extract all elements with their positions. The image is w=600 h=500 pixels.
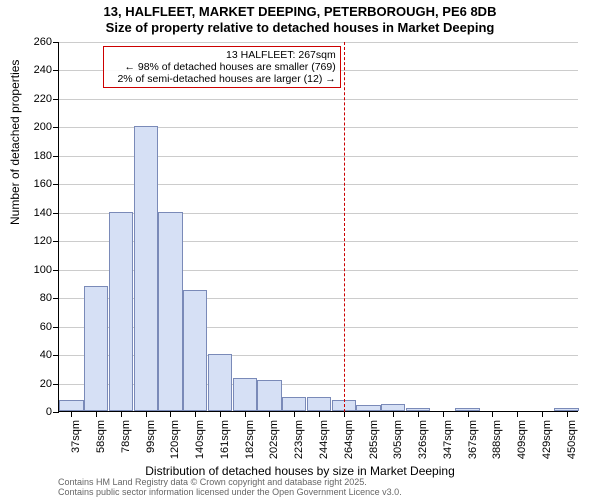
annotation-box: 13 HALFLEET: 267sqm← 98% of detached hou… xyxy=(103,46,341,88)
x-tick xyxy=(492,411,493,417)
histogram-bar xyxy=(183,290,207,411)
y-tick-label: 180 xyxy=(34,150,52,162)
x-tick-label: 347sqm xyxy=(442,420,454,464)
x-tick xyxy=(542,411,543,417)
histogram-bar xyxy=(59,400,83,411)
histogram-bar xyxy=(233,378,257,411)
grid-line xyxy=(59,99,578,100)
x-tick-label: 326sqm xyxy=(417,420,429,464)
x-tick xyxy=(170,411,171,417)
x-tick xyxy=(71,411,72,417)
x-tick-label: 182sqm xyxy=(244,420,256,464)
x-tick xyxy=(220,411,221,417)
histogram-chart: 13, HALFLEET, MARKET DEEPING, PETERBOROU… xyxy=(0,0,600,500)
annotation-line1: 13 HALFLEET: 267sqm xyxy=(108,49,336,61)
y-tick xyxy=(53,241,59,242)
histogram-bar xyxy=(158,212,182,411)
x-tick xyxy=(195,411,196,417)
grid-line xyxy=(59,42,578,43)
x-tick-label: 305sqm xyxy=(392,420,404,464)
chart-subtitle: Size of property relative to detached ho… xyxy=(0,20,600,35)
y-tick xyxy=(53,127,59,128)
x-tick-label: 450sqm xyxy=(566,420,578,464)
y-tick xyxy=(53,99,59,100)
y-tick xyxy=(53,70,59,71)
annotation-line3: 2% of semi-detached houses are larger (1… xyxy=(108,73,336,85)
y-tick-label: 60 xyxy=(40,321,52,333)
y-tick xyxy=(53,42,59,43)
y-tick-label: 80 xyxy=(40,292,52,304)
histogram-bar xyxy=(208,354,232,411)
x-tick-label: 99sqm xyxy=(145,420,157,464)
x-tick xyxy=(294,411,295,417)
y-tick-label: 20 xyxy=(40,378,52,390)
x-tick-label: 78sqm xyxy=(120,420,132,464)
histogram-bar xyxy=(282,397,306,411)
y-tick-label: 140 xyxy=(34,207,52,219)
x-tick-label: 58sqm xyxy=(95,420,107,464)
attribution-text: Contains HM Land Registry data © Crown c… xyxy=(58,478,402,498)
y-tick-label: 260 xyxy=(34,36,52,48)
histogram-bar xyxy=(381,404,405,411)
annotation-line2: ← 98% of detached houses are smaller (76… xyxy=(108,61,336,73)
x-tick-label: 388sqm xyxy=(491,420,503,464)
x-tick xyxy=(319,411,320,417)
x-tick-label: 161sqm xyxy=(219,420,231,464)
y-tick xyxy=(53,156,59,157)
y-tick xyxy=(53,298,59,299)
y-axis-title: Number of detached properties xyxy=(8,60,22,225)
x-tick xyxy=(96,411,97,417)
y-tick-label: 220 xyxy=(34,93,52,105)
x-tick xyxy=(567,411,568,417)
x-tick xyxy=(443,411,444,417)
histogram-bar xyxy=(307,397,331,411)
x-tick-label: 264sqm xyxy=(343,420,355,464)
y-tick xyxy=(53,213,59,214)
x-tick xyxy=(121,411,122,417)
y-tick xyxy=(53,327,59,328)
x-tick xyxy=(393,411,394,417)
y-tick-label: 100 xyxy=(34,264,52,276)
x-tick-label: 202sqm xyxy=(268,420,280,464)
x-tick xyxy=(146,411,147,417)
histogram-bar xyxy=(257,380,281,411)
histogram-bar xyxy=(84,286,108,411)
x-tick xyxy=(468,411,469,417)
x-tick xyxy=(369,411,370,417)
y-tick-label: 40 xyxy=(40,349,52,361)
x-tick-label: 244sqm xyxy=(318,420,330,464)
y-tick-label: 120 xyxy=(34,235,52,247)
y-tick xyxy=(53,270,59,271)
y-tick xyxy=(53,412,59,413)
x-tick xyxy=(245,411,246,417)
y-tick xyxy=(53,184,59,185)
y-tick-label: 160 xyxy=(34,178,52,190)
x-axis-title: Distribution of detached houses by size … xyxy=(0,464,600,478)
x-tick-label: 120sqm xyxy=(169,420,181,464)
plot-area xyxy=(58,42,578,412)
histogram-bar xyxy=(109,212,133,411)
y-tick-label: 0 xyxy=(46,406,52,418)
y-tick-label: 200 xyxy=(34,121,52,133)
marker-line xyxy=(344,42,345,412)
x-tick xyxy=(517,411,518,417)
x-tick-label: 429sqm xyxy=(541,420,553,464)
x-tick-label: 140sqm xyxy=(194,420,206,464)
y-tick-label: 240 xyxy=(34,64,52,76)
x-tick-label: 367sqm xyxy=(467,420,479,464)
x-tick-label: 37sqm xyxy=(70,420,82,464)
y-tick xyxy=(53,384,59,385)
histogram-bar xyxy=(134,126,158,411)
y-tick xyxy=(53,355,59,356)
x-tick-label: 223sqm xyxy=(293,420,305,464)
x-tick-label: 409sqm xyxy=(516,420,528,464)
x-tick-label: 285sqm xyxy=(368,420,380,464)
attribution-line2: Contains public sector information licen… xyxy=(58,488,402,498)
x-tick xyxy=(418,411,419,417)
x-tick xyxy=(269,411,270,417)
chart-title: 13, HALFLEET, MARKET DEEPING, PETERBOROU… xyxy=(0,4,600,19)
